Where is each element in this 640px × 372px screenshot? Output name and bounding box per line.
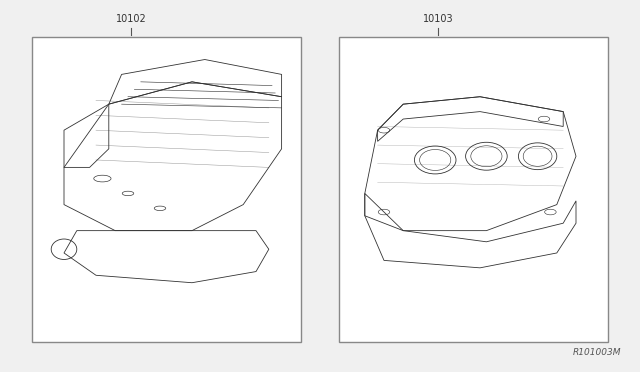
Text: 10102: 10102 bbox=[116, 14, 147, 24]
Text: R101003M: R101003M bbox=[572, 348, 621, 357]
Text: 10103: 10103 bbox=[423, 14, 454, 24]
Bar bbox=[339, 37, 608, 342]
Bar bbox=[32, 37, 301, 342]
